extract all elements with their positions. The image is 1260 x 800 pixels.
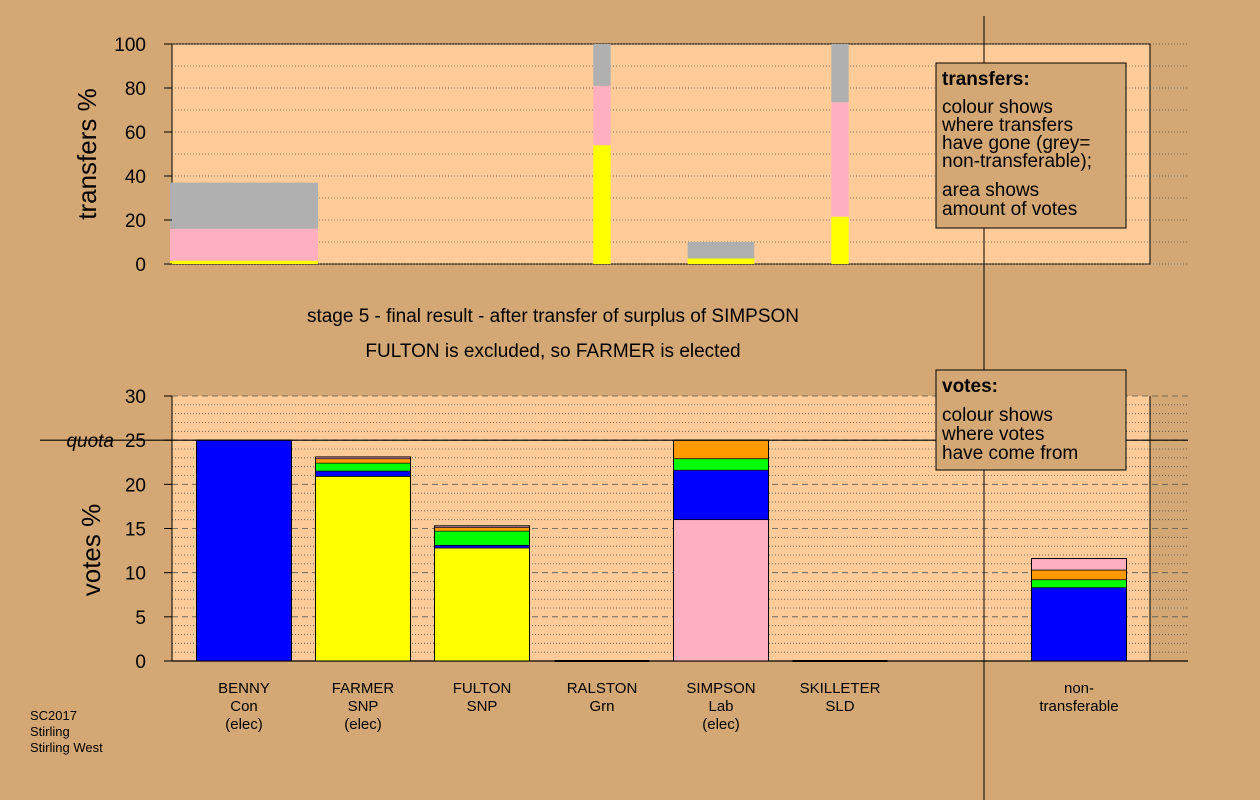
- vote-segment-orange: [315, 458, 411, 464]
- transfers-legend: transfers: colour shows where transfers …: [935, 62, 1127, 229]
- vote-segment-yellow: [434, 547, 530, 662]
- footer-election: SC2017: [30, 708, 77, 723]
- vote-segment-green: [1031, 579, 1127, 589]
- candidate-label-line: FULTON: [453, 680, 512, 697]
- transfers-legend-line: non-transferable);: [942, 151, 1092, 172]
- candidate-label-line: (elec): [344, 716, 382, 733]
- y-tick-label: 30: [125, 387, 146, 408]
- transfer-segment-yellow: [593, 145, 611, 264]
- transfer-segment-pink: [831, 102, 849, 217]
- transfers-legend-line: area shows: [942, 180, 1039, 201]
- y-tick-label: 0: [135, 255, 146, 276]
- candidate-label-line: Grn: [589, 698, 614, 715]
- y-tick-label: 0: [135, 652, 146, 673]
- transfers-bars: [170, 44, 849, 264]
- stage-subtitle: FULTON is excluded, so FARMER is elected: [365, 341, 740, 362]
- vote-segment-blue: [315, 470, 411, 477]
- vote-segment-orange: [1031, 569, 1127, 581]
- y-tick-label: 20: [125, 211, 146, 232]
- vote-segment-blue: [196, 439, 292, 662]
- candidate-labels: BENNYCon(elec)FARMERSNP(elec)FULTONSNPRA…: [218, 680, 1118, 733]
- transfers-legend-line: where transfers: [941, 115, 1073, 136]
- vote-segment-blue: [673, 469, 769, 521]
- vote-segment-yellow: [315, 476, 411, 662]
- y-tick-label: 20: [125, 475, 146, 496]
- candidate-label-line: FARMER: [332, 680, 395, 697]
- vote-segment-pink: [1031, 558, 1127, 571]
- candidate-label-line: non-: [1064, 680, 1094, 697]
- transfer-segment-yellow: [687, 258, 755, 264]
- vote-segment-orange: [673, 439, 769, 460]
- votes-bars: [196, 439, 1127, 662]
- candidate-label-line: SNP: [348, 698, 379, 715]
- vote-segment-blue: [434, 544, 530, 549]
- transfers-legend-line: have gone (grey=: [942, 133, 1090, 154]
- vote-segment-green: [673, 458, 769, 471]
- transfers-legend-line: amount of votes: [942, 199, 1077, 220]
- votes-legend-line: colour shows: [942, 405, 1053, 426]
- vote-segment-pink: [673, 519, 769, 662]
- candidate-label-line: Lab: [708, 698, 733, 715]
- vote-segment-green: [434, 530, 530, 546]
- transfers-y-ticks: 0 20 40 60 80 100: [114, 35, 172, 276]
- footer-council: Stirling: [30, 724, 70, 739]
- votes-legend-line: where votes: [941, 424, 1044, 445]
- candidate-label-line: BENNY: [218, 680, 270, 697]
- y-tick-label: 60: [125, 123, 146, 144]
- candidate-label-line: (elec): [702, 716, 740, 733]
- votes-legend-box: [935, 369, 1127, 471]
- candidate-label-line: SLD: [825, 698, 854, 715]
- candidate-label-line: transferable: [1039, 698, 1118, 715]
- transfer-segment-yellow: [831, 216, 849, 264]
- candidate-label-line: SNP: [467, 698, 498, 715]
- votes-legend: votes: colour shows where votes have com…: [935, 369, 1127, 471]
- transfer-segment-pink: [593, 85, 611, 146]
- candidate-label-line: SIMPSON: [686, 680, 755, 697]
- transfer-segment-grey: [593, 44, 611, 86]
- y-tick-label: 5: [135, 608, 146, 629]
- transfer-segment-grey: [170, 182, 318, 229]
- y-tick-label: 80: [125, 79, 146, 100]
- candidate-label-line: Con: [230, 698, 258, 715]
- y-tick-label: 25: [125, 431, 146, 452]
- candidate-label-line: SKILLETER: [800, 680, 881, 697]
- vote-bar-outline: [1031, 558, 1127, 662]
- transfers-legend-box: [935, 62, 1127, 229]
- vote-bar-outline: [434, 525, 530, 662]
- vote-bar-outline: [315, 456, 411, 662]
- vote-segment-blue: [1031, 587, 1127, 662]
- candidate-label-line: RALSTON: [567, 680, 638, 697]
- votes-legend-title: votes:: [942, 376, 998, 397]
- stage-title: stage 5 - final result - after transfer …: [307, 306, 799, 327]
- transfer-segment-yellow: [170, 260, 318, 264]
- vote-segment-green: [315, 462, 411, 472]
- y-tick-label: 100: [114, 35, 146, 56]
- y-tick-label: 40: [125, 167, 146, 188]
- candidate-label-line: (elec): [225, 716, 263, 733]
- y-tick-label: 10: [125, 564, 146, 585]
- transfers-y-axis-label: transfers %: [72, 88, 102, 220]
- votes-legend-line: have come from: [942, 443, 1078, 464]
- footer-ward: Stirling West: [30, 740, 103, 755]
- transfer-segment-grey: [831, 44, 849, 103]
- transfers-legend-title: transfers:: [942, 69, 1030, 90]
- transfer-segment-grey: [687, 242, 755, 259]
- quota-label: quota: [66, 431, 114, 452]
- y-tick-label: 15: [125, 520, 146, 541]
- votes-y-axis-label: votes %: [76, 504, 106, 597]
- transfers-legend-line: colour shows: [942, 97, 1053, 118]
- transfer-segment-pink: [170, 228, 318, 261]
- votes-y-ticks: 0 5 10 15 20 25 30: [125, 387, 172, 673]
- vote-segment-orange: [434, 527, 530, 532]
